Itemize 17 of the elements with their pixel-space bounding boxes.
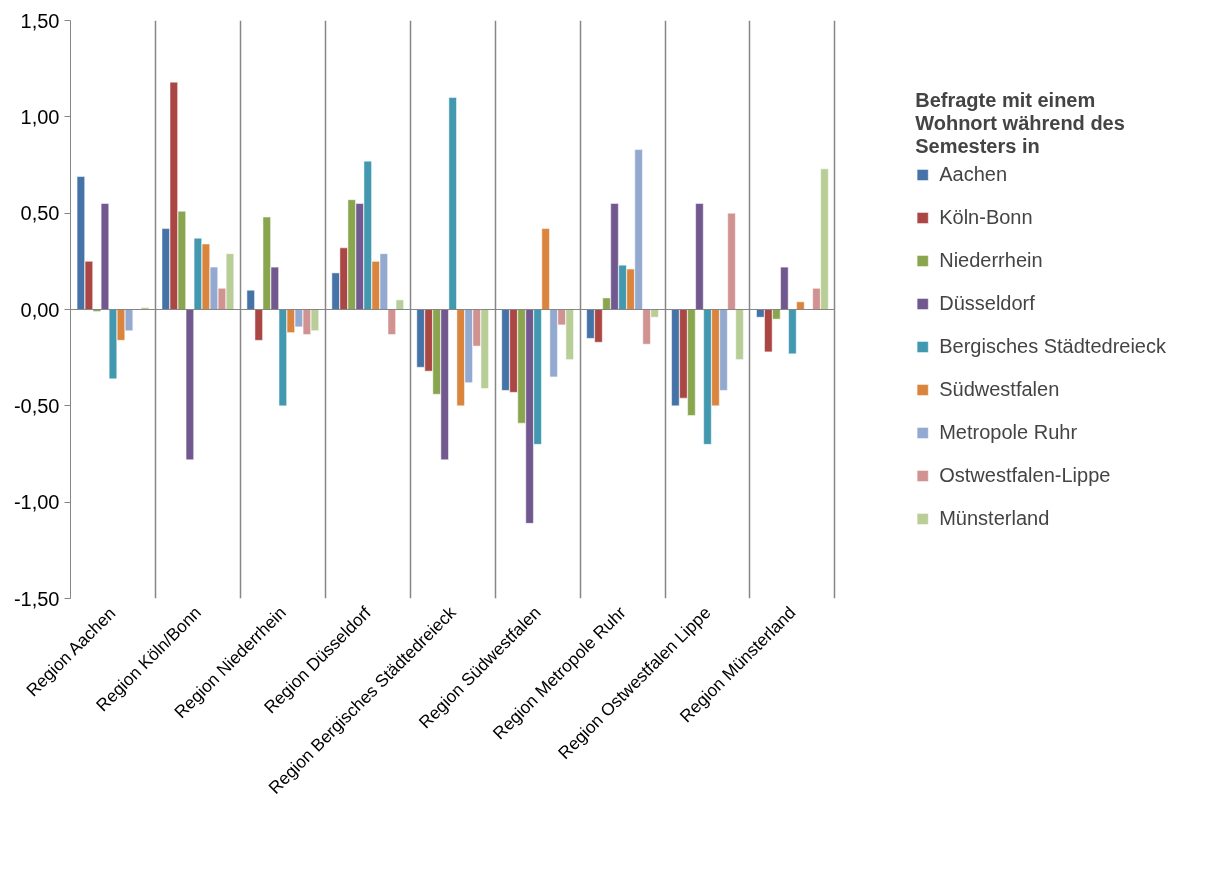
- y-tick-label: 0,00: [20, 298, 60, 321]
- y-tick-label: -0,50: [13, 394, 60, 417]
- y-tick-label: 1,50: [20, 9, 60, 32]
- legend-label: Münsterland: [939, 506, 1050, 530]
- y-tick-label: 1,00: [20, 105, 60, 128]
- legend-label: Düsseldorf: [939, 291, 1035, 315]
- legend-label: Bergisches Städtedreieck: [939, 334, 1166, 358]
- legend-label: Köln-Bonn: [939, 205, 1033, 229]
- legend-label: Metropole Ruhr: [939, 420, 1078, 444]
- y-tick-label: 0,50: [20, 202, 60, 225]
- legend-label: Südwestfalen: [939, 377, 1060, 401]
- legend-title: Befragte mit einem Wohnort während des Semesters in: [915, 88, 1126, 158]
- legend-label: Aachen: [939, 162, 1008, 186]
- y-tick-label: -1,00: [13, 491, 60, 514]
- legend-label: Ostwestfalen-Lippe: [939, 463, 1111, 487]
- legend-label: Niederrhein: [939, 248, 1043, 272]
- y-tick-label: -1,50: [13, 587, 60, 610]
